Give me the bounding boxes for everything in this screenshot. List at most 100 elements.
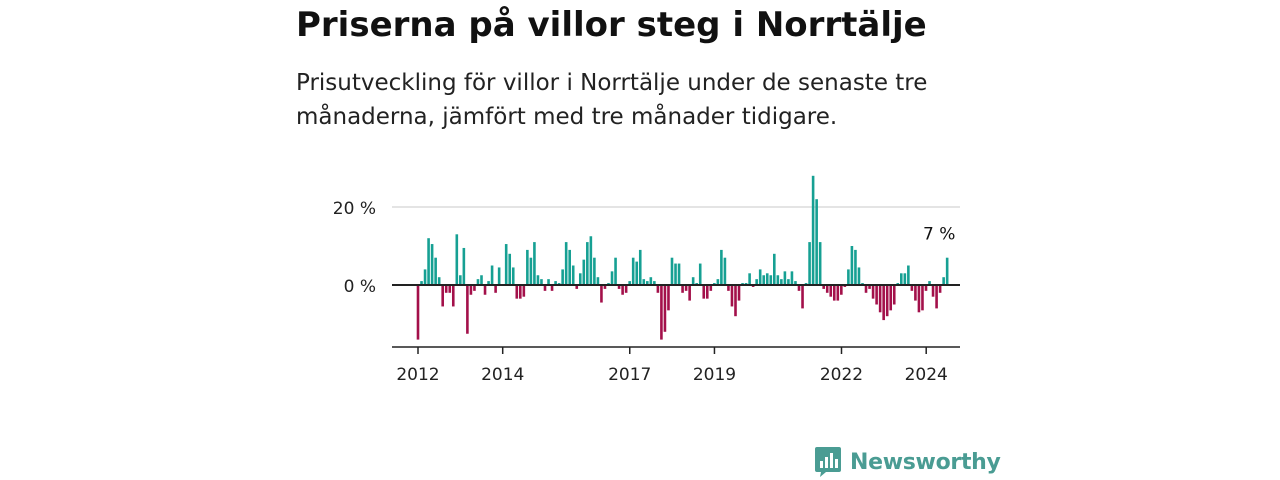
- bar: [935, 285, 938, 309]
- bar: [589, 236, 593, 285]
- bar-series: [416, 175, 949, 340]
- bar: [571, 265, 575, 285]
- x-tick-label: 2022: [820, 365, 863, 385]
- bar: [667, 285, 670, 311]
- bar: [497, 267, 501, 285]
- bar: [875, 285, 878, 305]
- bar: [522, 285, 526, 297]
- bar: [448, 285, 452, 293]
- bar: [490, 265, 494, 285]
- bar: [942, 277, 945, 285]
- x-tick-label: 2024: [905, 365, 948, 385]
- bar: [840, 285, 843, 295]
- bar: [526, 249, 529, 285]
- bar: [903, 273, 907, 285]
- bar: [455, 234, 459, 285]
- bar: [758, 269, 762, 285]
- bar: [720, 249, 723, 285]
- bar: [794, 281, 797, 285]
- bar: [536, 275, 540, 285]
- bar: [907, 265, 910, 285]
- bar: [702, 285, 706, 299]
- bar: [688, 285, 691, 301]
- bar: [430, 244, 434, 285]
- bar: [681, 285, 684, 293]
- bar: [857, 267, 861, 285]
- bar: [914, 285, 917, 301]
- bar: [628, 281, 631, 285]
- bar: [434, 257, 437, 285]
- x-tick-label: 2014: [481, 365, 524, 385]
- bar: [473, 285, 476, 291]
- bar: [871, 285, 875, 299]
- x-tick-label: 2012: [396, 365, 439, 385]
- bar: [600, 285, 603, 303]
- bar: [547, 279, 550, 285]
- bar: [504, 244, 508, 285]
- bar: [698, 263, 702, 285]
- bar: [769, 275, 773, 285]
- bar: [737, 285, 741, 301]
- bar: [931, 285, 935, 297]
- bar: [621, 285, 624, 295]
- bar: [543, 285, 547, 291]
- bar: [762, 275, 766, 285]
- bar: [578, 273, 582, 285]
- bar: [928, 281, 931, 285]
- chart-title: Priserna på villor steg i Norrtälje: [296, 5, 927, 45]
- bar: [727, 285, 730, 291]
- bar: [818, 242, 822, 285]
- bar: [508, 253, 512, 285]
- bar: [529, 257, 533, 285]
- bar: [582, 259, 586, 285]
- bar: [575, 285, 579, 289]
- bar: [515, 285, 519, 299]
- bar: [822, 285, 825, 289]
- bar: [783, 271, 787, 285]
- bar: [596, 277, 600, 285]
- bar: [797, 285, 801, 291]
- bar: [716, 279, 720, 285]
- bar: [674, 263, 677, 285]
- bar: [540, 279, 543, 285]
- bar: [480, 275, 483, 285]
- bar: [829, 285, 833, 297]
- bar: [878, 285, 882, 313]
- bar: [917, 285, 921, 313]
- bar: [476, 279, 480, 285]
- bar: [437, 277, 441, 285]
- newsworthy-logo[interactable]: Newsworthy: [814, 446, 1001, 478]
- bar: [836, 285, 840, 301]
- bar: [677, 263, 681, 285]
- bar: [815, 199, 818, 285]
- x-tick-label: 2017: [608, 365, 651, 385]
- bar: [921, 285, 924, 311]
- bar: [466, 285, 469, 334]
- bar: [462, 247, 466, 285]
- bar: [854, 249, 857, 285]
- bar: [709, 285, 713, 291]
- bar: [494, 285, 497, 293]
- bar: [868, 285, 871, 289]
- bar: [617, 285, 621, 289]
- bar: [649, 277, 653, 285]
- bar: [653, 281, 656, 285]
- axes: [392, 284, 960, 354]
- bar: [850, 246, 854, 285]
- bar-chart: 0 % 20 % 2012 2014 2017 2019 2022 2024 7 %: [333, 175, 960, 385]
- bar: [459, 275, 462, 285]
- bar: [646, 281, 649, 285]
- bar: [511, 267, 515, 285]
- bar: [885, 285, 889, 317]
- annotation-label: 7 %: [923, 225, 955, 245]
- bar: [801, 285, 804, 309]
- bar: [603, 285, 607, 289]
- bar: [610, 271, 614, 285]
- bar: [705, 285, 709, 299]
- bar: [734, 285, 737, 317]
- y-tick-label: 20 %: [333, 199, 376, 219]
- bar: [808, 242, 811, 285]
- bar: [938, 285, 942, 293]
- bar: [554, 281, 557, 285]
- bar: [755, 279, 758, 285]
